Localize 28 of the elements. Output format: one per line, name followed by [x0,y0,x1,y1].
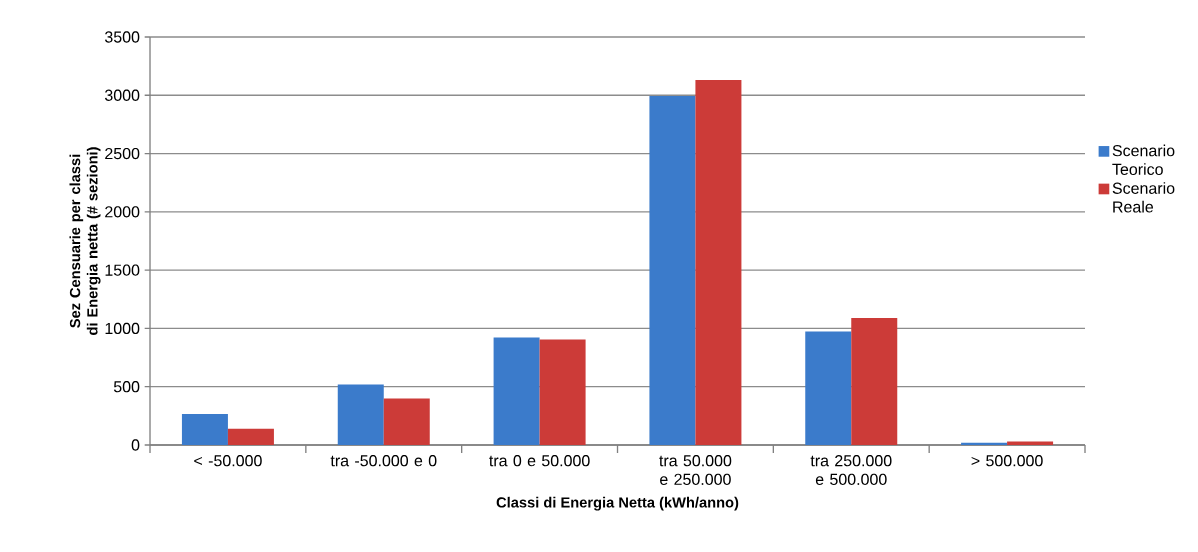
legend-label: Scenario Teorico [1112,144,1175,175]
y-tick-label: 1500 [105,264,140,276]
x-tick-label: tra -50.000 e 0 [330,455,437,467]
x-tick-label: < -50.000 [194,455,262,467]
y-tick-label: 0 [131,439,140,451]
legend-label: Scenario Reale [1112,182,1175,213]
bar [383,398,430,445]
bar [851,318,898,445]
x-tick-label: tra 0 e 50.000 [489,455,590,467]
y-tick-label: 500 [113,381,140,393]
bar [695,79,742,445]
bar [539,339,586,445]
bar [181,413,228,445]
y-tick-label: 2000 [105,206,140,218]
bar [493,337,540,445]
x-axis-title: Classi di Energia Netta (kWh/anno) [496,496,739,511]
bar [805,331,852,445]
y-tick-label: 3000 [104,89,140,101]
y-tick-label: 1000 [105,322,140,335]
bar [227,428,274,445]
bar [337,384,384,445]
y-tick-label: 3500 [104,31,140,43]
bar [649,95,696,445]
x-tick-label: tra 250.000 e 500.000 [810,455,892,486]
x-tick-label: tra 50.000 e 250.000 [659,455,732,486]
y-axis-title: Sez Censuarie per classi di Energia netta (# sezioni) [69,147,101,335]
y-tick-label: 2500 [105,147,140,160]
x-tick-label: > 500.000 [971,455,1043,467]
